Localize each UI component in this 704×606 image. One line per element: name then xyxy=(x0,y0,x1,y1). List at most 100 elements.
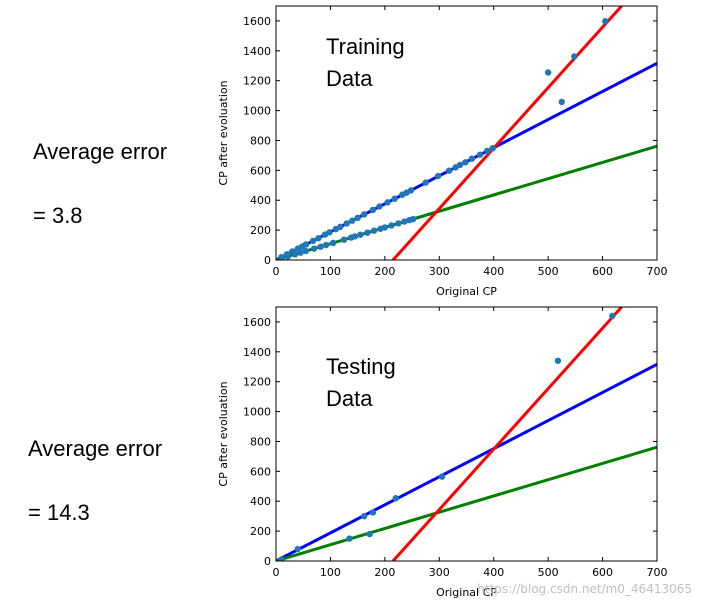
data-point xyxy=(407,187,415,194)
fit-line-2 xyxy=(391,6,623,260)
caption-value: = 3.8 xyxy=(33,203,83,228)
data-point xyxy=(391,195,398,202)
data-point xyxy=(544,69,552,76)
data-point xyxy=(297,249,304,256)
y-tick-label: 800 xyxy=(250,134,271,147)
data-point xyxy=(401,218,408,225)
data-point xyxy=(309,237,317,245)
y-tick-label: 1000 xyxy=(243,406,271,419)
data-point xyxy=(360,211,368,218)
data-point xyxy=(302,241,310,248)
plot-frame xyxy=(275,306,658,562)
y-tick-label: 1400 xyxy=(243,45,271,58)
x-tick-label: 600 xyxy=(592,566,613,579)
data-point xyxy=(291,251,299,258)
x-tick-label: 300 xyxy=(429,265,450,278)
data-point xyxy=(284,253,292,260)
x-tick-label: 0 xyxy=(273,265,280,278)
caption-value: = 14.3 xyxy=(28,500,90,525)
data-point xyxy=(346,535,353,542)
data-point xyxy=(571,53,578,60)
training-chart: 0 100 200 300 400 500 600 700 0 200 400 600 800 1000 1… xyxy=(217,5,668,298)
data-point xyxy=(409,215,417,223)
data-point xyxy=(422,179,429,186)
data-point xyxy=(294,545,301,553)
chart-title-line: Data xyxy=(326,66,373,91)
chart-title-line: Data xyxy=(326,386,373,411)
data-points xyxy=(278,18,609,260)
data-points xyxy=(278,312,616,561)
fit-lines xyxy=(276,307,657,561)
x-tick-label: 200 xyxy=(374,265,395,278)
data-point xyxy=(357,231,364,238)
x-tick-label: 100 xyxy=(320,566,341,579)
y-axis-label: CP after evoluation xyxy=(217,80,230,185)
data-point xyxy=(349,217,356,224)
x-tick-label: 400 xyxy=(483,265,504,278)
data-point xyxy=(476,151,484,158)
caption-line: Average error xyxy=(33,139,168,164)
data-point xyxy=(388,222,395,229)
data-point xyxy=(369,206,377,214)
data-point xyxy=(343,220,350,227)
fit-line-1 xyxy=(276,445,657,561)
y-tick-label: 0 xyxy=(264,555,271,568)
y-tick-label: 1200 xyxy=(243,75,271,88)
average-error-testing-caption: Average error = 14.3 xyxy=(28,401,162,561)
chart-title-line: Training xyxy=(326,34,405,59)
y-tick-label: 200 xyxy=(250,224,271,237)
data-point xyxy=(434,172,442,180)
y-tick-label: 1400 xyxy=(243,346,271,359)
y-tick-label: 200 xyxy=(250,525,271,538)
data-point xyxy=(278,255,285,260)
data-point xyxy=(326,229,333,236)
data-point xyxy=(366,530,373,538)
x-tick-label: 0 xyxy=(273,566,280,579)
data-point xyxy=(364,229,371,236)
data-point xyxy=(456,161,464,169)
data-point xyxy=(483,147,491,155)
data-point xyxy=(370,227,378,234)
data-point xyxy=(468,155,476,162)
plot-frame xyxy=(275,5,658,261)
y-tick-label: 400 xyxy=(250,495,271,508)
data-point xyxy=(315,234,322,242)
x-tick-label: 500 xyxy=(538,566,559,579)
y-tick-label: 600 xyxy=(250,465,271,478)
y-tick-label: 1200 xyxy=(243,376,271,389)
data-point xyxy=(351,233,359,240)
data-point xyxy=(395,220,402,227)
data-point xyxy=(558,98,565,106)
data-point xyxy=(310,245,318,252)
data-point xyxy=(381,224,389,231)
y-tick-label: 0 xyxy=(264,254,271,267)
data-point xyxy=(438,473,446,480)
data-point xyxy=(384,199,391,206)
x-tick-label: 700 xyxy=(647,566,668,579)
data-point xyxy=(360,512,368,520)
x-tick-label: 200 xyxy=(374,566,395,579)
y-tick-label: 400 xyxy=(250,194,271,207)
fit-line-0 xyxy=(276,363,657,561)
x-tick-label: 400 xyxy=(483,566,504,579)
y-tick-label: 1600 xyxy=(243,316,271,329)
data-point xyxy=(340,236,348,243)
y-tick-label: 800 xyxy=(250,435,271,448)
fit-line-1 xyxy=(276,144,657,260)
x-axis-label: Original CP xyxy=(436,285,497,298)
testing-chart: 0 100 200 300 400 500 600 700 0 200 400 600 800 1000 1… xyxy=(217,306,668,599)
data-point xyxy=(554,357,562,364)
data-point xyxy=(462,159,469,166)
fit-line-2 xyxy=(391,307,623,561)
data-point xyxy=(354,214,361,222)
x-tick-label: 700 xyxy=(647,265,668,278)
watermark-text: https://blog.csdn.net/m0_46413065 xyxy=(477,582,692,596)
y-tick-label: 600 xyxy=(250,164,271,177)
data-point xyxy=(337,223,344,231)
data-point xyxy=(489,145,496,152)
x-tick-label: 600 xyxy=(592,265,613,278)
data-point xyxy=(322,241,330,249)
data-point xyxy=(369,509,377,516)
data-point xyxy=(602,18,609,25)
